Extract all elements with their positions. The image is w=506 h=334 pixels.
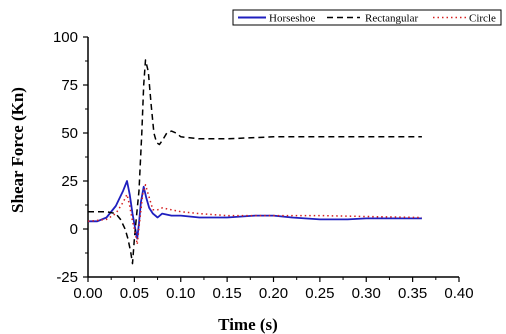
legend-label-horseshoe: Horseshoe	[269, 13, 316, 25]
x-tick-label: 0.40	[444, 285, 473, 302]
y-tick-label: 25	[61, 173, 78, 190]
x-tick-label: 0.05	[120, 285, 149, 302]
series-line-rectangular	[88, 59, 422, 265]
x-tick-label: 0.35	[398, 285, 427, 302]
x-tick-label: 0.00	[73, 285, 102, 302]
x-tick-label: 0.15	[213, 285, 242, 302]
y-axis-title: Shear Force (Kn)	[8, 87, 27, 213]
series-line-horseshoe	[88, 180, 422, 240]
x-axis-title: Time (s)	[218, 315, 278, 334]
x-tick-label: 0.20	[259, 285, 288, 302]
axes	[83, 36, 460, 282]
y-tick-label: 100	[53, 29, 78, 46]
y-tick-label: 50	[61, 125, 78, 142]
series-layer	[87, 59, 422, 265]
legend: Horseshoe Rectangular Circle	[232, 9, 502, 26]
legend-label-circle: Circle	[469, 13, 496, 25]
tick-labels: 0.00 0.05 0.10 0.15 0.20 0.25 0.30 0.35 0.40 -25 0…	[53, 29, 474, 302]
y-tick-label: 75	[61, 77, 78, 94]
y-tick-label: -25	[56, 269, 78, 286]
x-tick-label: 0.10	[166, 285, 195, 302]
x-tick-label: 0.30	[352, 285, 381, 302]
y-tick-label: 0	[70, 221, 78, 238]
legend-label-rectangular: Rectangular	[365, 13, 418, 25]
x-tick-label: 0.25	[305, 285, 334, 302]
legend-box	[232, 9, 502, 26]
